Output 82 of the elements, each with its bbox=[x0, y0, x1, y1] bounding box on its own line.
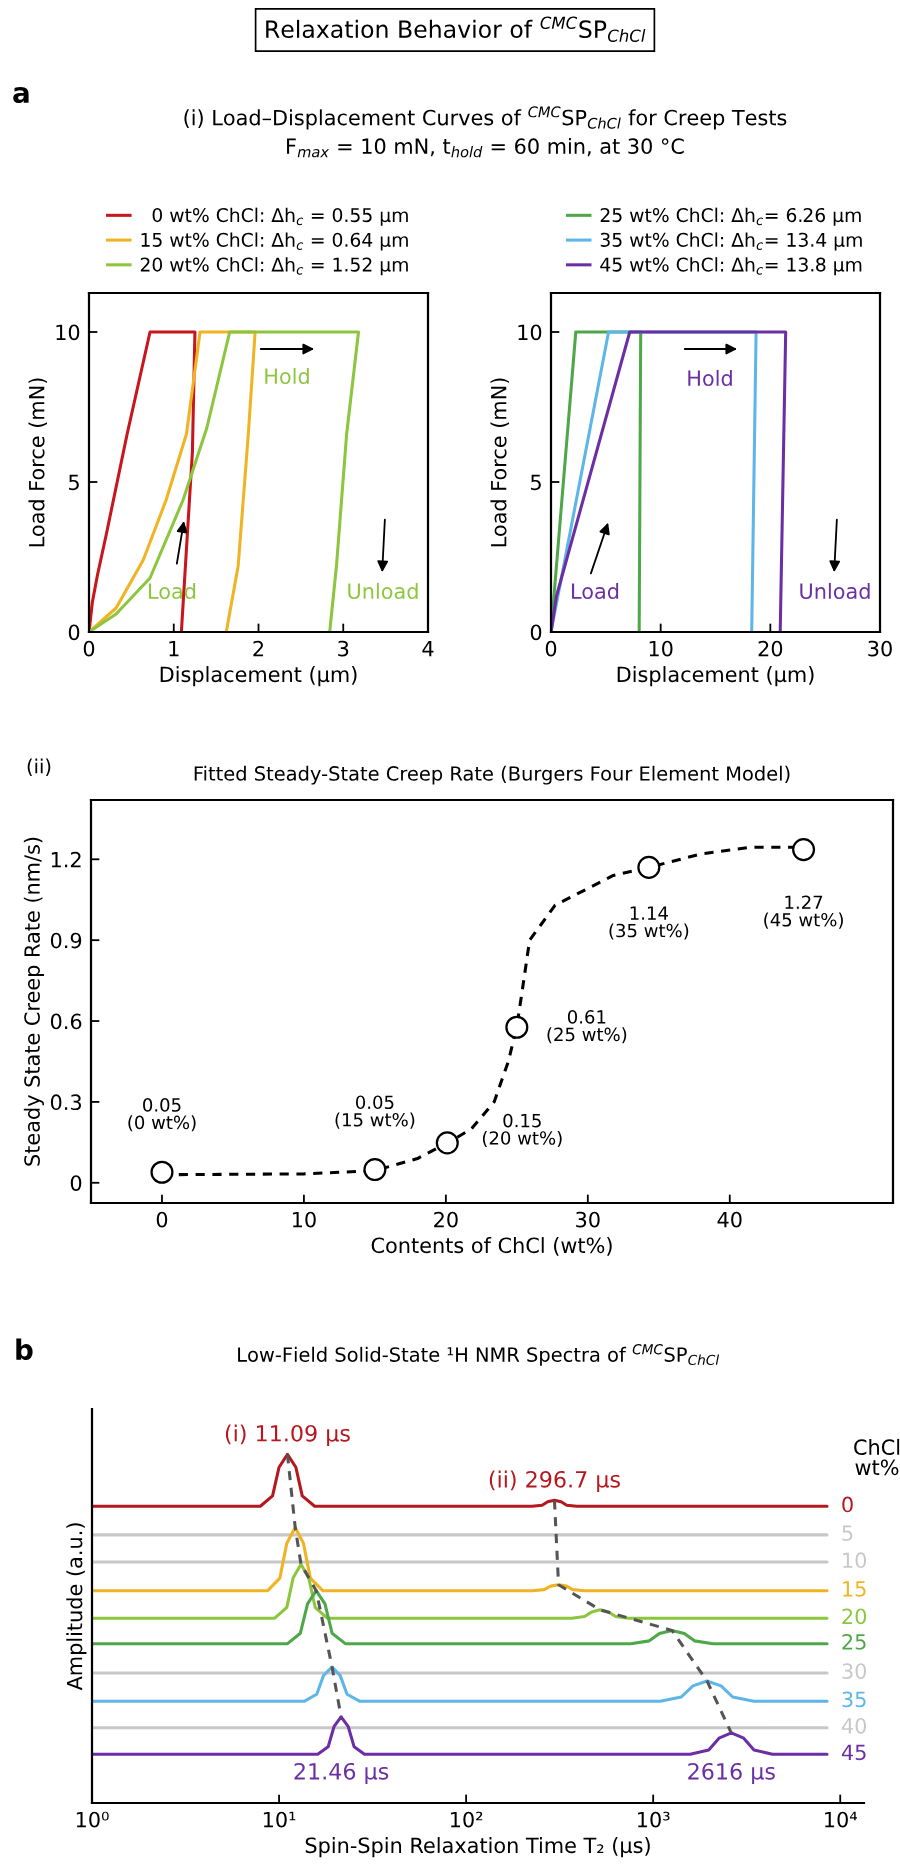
x-tick-label: 0 bbox=[545, 640, 557, 657]
series-label: 20 bbox=[842, 1608, 867, 1625]
y-tick-label: 1.2 bbox=[51, 851, 81, 868]
annotation: Hold bbox=[265, 367, 309, 385]
y-tick-label: 0 bbox=[68, 624, 80, 641]
text: b bbox=[16, 1338, 33, 1361]
data-label: 1.14 (35 wt%) bbox=[609, 906, 689, 940]
annotation: Unload bbox=[348, 582, 418, 600]
legend-label: 45 wt% ChCl: Δh$_{c}$= 13.8 μm bbox=[600, 257, 862, 276]
legend-label: 35 wt% ChCl: Δh$_{c}$= 13.4 μm bbox=[600, 232, 862, 251]
chart-title: Fitted Steady-State Creep Rate (Burgers Four Element Model) bbox=[194, 765, 790, 785]
x-tick-label: 10² bbox=[450, 1811, 483, 1828]
legend-label: 20 wt% ChCl: Δh$_{c}$ = 1.52 μm bbox=[140, 257, 408, 276]
y-tick-label: 0 bbox=[70, 1175, 82, 1191]
x-axis-title: Contents of ChCl (wt%) bbox=[371, 1237, 612, 1256]
y-tick-label: 10 bbox=[518, 324, 542, 341]
x-tick-label: 20 bbox=[758, 640, 783, 657]
x-tick-label: 0 bbox=[156, 1211, 168, 1228]
x-tick-label: 10¹ bbox=[263, 1811, 296, 1828]
y-tick-label: 10 bbox=[56, 324, 80, 341]
text: F$_{max}$ = 10 mN, t$_{hold}$ = 60 min, at 30 °C bbox=[287, 137, 684, 158]
text: a bbox=[13, 87, 29, 104]
y-tick-label: 0.9 bbox=[50, 932, 82, 949]
data-label: 1.27 (45 wt%) bbox=[764, 895, 843, 929]
x-tick-label: 4 bbox=[422, 640, 434, 657]
x-tick-label: 10⁴ bbox=[825, 1811, 857, 1828]
x-tick-label: 3 bbox=[338, 640, 349, 657]
x-tick-label: 0 bbox=[83, 640, 95, 657]
y-axis-title: Steady State Creep Rate (nm/s) bbox=[23, 837, 44, 1166]
x-tick-label: 30 bbox=[576, 1211, 600, 1228]
legend-title: ChCl wt% bbox=[854, 1438, 900, 1476]
y-axis-title: Load Force (mN) bbox=[28, 378, 48, 547]
x-tick-label: 1 bbox=[169, 640, 179, 657]
y-tick-label: 0 bbox=[530, 624, 542, 641]
annotation: Hold bbox=[688, 369, 732, 387]
x-tick-label: 10 bbox=[292, 1211, 316, 1228]
y-axis-title: Amplitude (a.u.) bbox=[66, 1523, 87, 1691]
chart-title: Low-Field Solid-State ¹H NMR Spectra of $^{CMC}$SP$_{ChCl}$ bbox=[238, 1344, 720, 1366]
y-tick-label: 0.3 bbox=[50, 1094, 81, 1111]
point bbox=[792, 838, 816, 862]
y-tick-label: 5 bbox=[69, 474, 79, 491]
annotation: Load bbox=[572, 582, 619, 600]
point bbox=[150, 1160, 174, 1184]
point bbox=[363, 1158, 387, 1182]
x-tick-label: 30 bbox=[868, 640, 892, 657]
data-label: 0.15 (20 wt%) bbox=[482, 1113, 562, 1147]
x-tick-label: 40 bbox=[717, 1211, 742, 1228]
y-tick-label: 0.6 bbox=[50, 1013, 82, 1030]
annotation: (ii) 296.7 μs bbox=[489, 1470, 620, 1493]
text: Relaxation Behavior of $^{CMC}$SP$_{ChCl}$ bbox=[266, 16, 646, 42]
data-label: 0.05 (0 wt%) bbox=[128, 1098, 196, 1132]
x-tick-label: 10 bbox=[649, 640, 673, 657]
line-series bbox=[89, 330, 197, 632]
x-tick-label: 10³ bbox=[638, 1811, 670, 1828]
point bbox=[637, 855, 661, 879]
x-tick-label: 20 bbox=[434, 1211, 458, 1228]
x-tick-label: 10⁰ bbox=[76, 1811, 109, 1828]
annotation: 2616 μs bbox=[688, 1762, 775, 1785]
annotation: (i) 11.09 μs bbox=[225, 1424, 350, 1446]
series-label: 35 bbox=[842, 1691, 866, 1708]
x-axis-title: Displacement (μm) bbox=[160, 666, 357, 687]
legend-label: 25 wt% ChCl: Δh$_{c}$= 6.26 μm bbox=[600, 207, 861, 226]
point bbox=[505, 1015, 529, 1039]
text: (ii) bbox=[27, 758, 51, 776]
annotation: Unload bbox=[800, 582, 870, 600]
series-label: 15 bbox=[843, 1581, 866, 1597]
legend-label: 0 wt% ChCl: Δh$_{c}$ = 0.55 μm bbox=[152, 207, 408, 226]
annotation: 21.46 μs bbox=[294, 1762, 389, 1785]
series-label: 25 bbox=[842, 1633, 866, 1650]
y-axis-title: Load Force (mN) bbox=[490, 378, 510, 547]
series-label: 45 bbox=[841, 1744, 866, 1761]
x-tick-label: 2 bbox=[253, 640, 264, 657]
x-axis-title: Spin-Spin Relaxation Time T₂ (μs) bbox=[305, 1837, 650, 1858]
text: (i) Load–Displacement Curves of $^{CMC}$SP$_{ChCl}$ for Creep Tests bbox=[184, 106, 787, 130]
series-label: 0 bbox=[842, 1496, 853, 1513]
data-label: 0.05 (15 wt%) bbox=[335, 1095, 415, 1129]
legend-label: 15 wt% ChCl: Δh$_{c}$ = 0.64 μm bbox=[141, 232, 408, 251]
y-tick-label: 5 bbox=[531, 474, 541, 491]
point bbox=[435, 1131, 459, 1155]
line-series bbox=[89, 330, 257, 632]
x-axis-title: Displacement (μm) bbox=[617, 666, 814, 687]
data-label: 0.61 (25 wt%) bbox=[547, 1010, 627, 1044]
